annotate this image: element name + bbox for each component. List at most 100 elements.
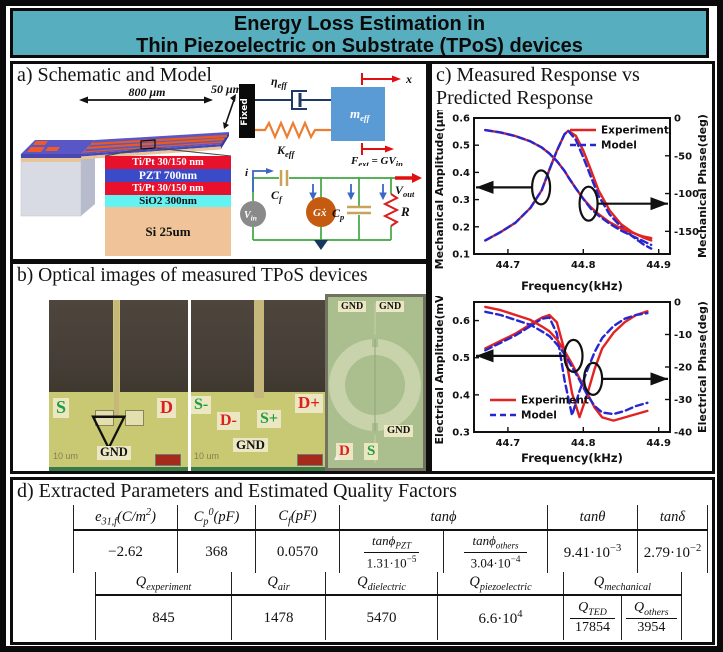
current-arrow — [252, 170, 268, 192]
series-phase-model — [484, 310, 649, 416]
layer-row: Ti/Pt 30/150 nm — [105, 156, 231, 169]
electrical-response-chart: 44.7 44.8 44.9 0.3 0.4 0.5 0.6 0 -10 -20 -30 -40 Ele… — [433, 296, 709, 465]
layer-row: PZT 700nm — [105, 169, 231, 182]
anchor-side — [81, 141, 95, 216]
gnd-label: GND — [376, 301, 405, 312]
optical-image-cantilever-2: S- D- S+ D+ GND 10 um — [191, 300, 331, 471]
value-cf: 0.0570 — [255, 530, 340, 573]
parameters-value-row: −2.62 368 0.0570 tanϕPZT 1.31·10−5 tanϕot… — [73, 530, 708, 573]
y-left-tick-label: 0.1 — [452, 250, 470, 261]
ground-symbol — [314, 240, 328, 250]
spring-label: Keff — [276, 143, 295, 159]
y-left-axis-title: Electrical Amplitude(mV) — [433, 296, 446, 445]
panel-optical-images: b) Optical images of measured TPoS devic… — [10, 261, 429, 474]
beam-stem — [114, 300, 119, 416]
y-left-tick-label: 0.4 — [452, 390, 470, 401]
x-label: x — [405, 72, 412, 86]
annotation-ellipse — [530, 169, 552, 206]
y-right-tick-label: -50 — [674, 151, 692, 162]
electrode-trace — [82, 141, 223, 153]
x-tick-label: 44.9 — [646, 438, 671, 449]
vout-label: Vout — [395, 183, 415, 199]
y-left-tick-label: 0.3 — [452, 428, 470, 439]
mass-label: meff — [350, 106, 371, 123]
value-q-others: Qothers 3954 — [621, 595, 682, 640]
header-e31f: e31,f(C/m2) — [73, 505, 178, 531]
y-right-tick-label: -20 — [674, 363, 692, 374]
scale-text: 10 um — [194, 451, 220, 461]
value-q-air: 1478 — [231, 595, 326, 640]
series-phase-model — [484, 128, 653, 247]
plot-box — [473, 117, 671, 255]
x-axis-title: Frequency(kHz) — [521, 279, 623, 293]
panel-c-heading-1: c) Measured Response vs — [436, 64, 640, 86]
header-q-mechanical: Qmechanical — [563, 572, 682, 596]
header-cp0: Cp0(pF) — [177, 505, 256, 531]
panel-extracted-parameters: d) Extracted Parameters and Estimated Qu… — [10, 477, 715, 645]
vin-label: Vin — [244, 210, 257, 223]
scale-bar — [155, 454, 181, 466]
source-pad-label: S — [53, 397, 70, 418]
x-tick-label: 44.7 — [496, 438, 521, 449]
disk-structure — [329, 303, 421, 463]
bond-pad — [33, 141, 48, 145]
x-tick-label: 44.7 — [496, 260, 521, 271]
y-left-tick-label: 0.5 — [452, 141, 470, 152]
anchor-front — [20, 153, 82, 217]
series-amplitude-experiment — [484, 310, 649, 419]
s-minus-label: S- — [191, 396, 212, 414]
lumped-model-diagram: Fixed ηeff Keff meff x Fext = GVin — [239, 72, 412, 166]
header-q-experiment: Qexperiment — [95, 572, 232, 596]
value-tanphi-others: tanϕothers 3.04·10−4 — [443, 530, 548, 573]
x-tick-label: 44.8 — [571, 260, 596, 271]
y-left-tick-label: 0.2 — [452, 222, 470, 233]
s-plus-label: S+ — [257, 410, 282, 428]
x-tick-label: 44.9 — [646, 260, 671, 271]
series-phase-experiment — [484, 305, 649, 422]
released-beam-region — [191, 300, 254, 392]
quality-factors-table: Qexperiment Qair Qdielectric Qpiezoelect… — [95, 572, 682, 640]
y-right-axis-title: Mechanical Phase(deg) — [696, 114, 709, 258]
bond-pad — [45, 147, 60, 151]
title-line-1: Energy Loss Estimation in — [233, 13, 486, 35]
d-minus-label: D- — [217, 412, 240, 430]
value-q-dielectric: 5470 — [325, 595, 438, 640]
q-value-row: 845 1478 5470 6.6·104 QTED 17854 Qothers 3… — [95, 595, 682, 640]
series-amplitude-model — [484, 311, 649, 417]
i-label: i — [245, 167, 249, 179]
parameters-table: e31,f(C/m2) Cp0(pF) Cf(pF) tanϕ tanθ tan… — [73, 505, 708, 573]
drain-pad-label: D — [157, 397, 176, 418]
beam-stem — [254, 300, 264, 398]
legend-label: Model — [601, 140, 637, 152]
panel-c-heading-2: Predicted Response — [436, 87, 594, 109]
mass-block — [331, 87, 385, 141]
vin-source — [240, 201, 266, 227]
title-bar: Energy Loss Estimation in Thin Piezoelec… — [10, 8, 709, 58]
spring — [255, 120, 331, 140]
cf-label: Cf — [271, 188, 283, 204]
y-right-tick-label: -40 — [674, 428, 692, 439]
fixed-label: Fixed — [240, 98, 250, 126]
force-label: Fext = GVin — [350, 155, 403, 166]
title-line-2: Thin Piezoelectric on Substrate (TPoS) d… — [136, 35, 583, 57]
gnd-label: GND — [338, 301, 367, 312]
r-label: R — [400, 204, 410, 219]
drain-label: D — [336, 443, 353, 460]
damper-cylinder — [291, 90, 307, 110]
triangle-annotation: ▽ — [91, 402, 127, 456]
y-right-axis-title: Electrical Phase(deg) — [696, 301, 709, 433]
width-dim-arrow — [224, 96, 236, 127]
released-beam-region — [49, 300, 113, 392]
panel-a-heading: a) Schematic and Model — [17, 64, 212, 86]
gnd-label: GND — [97, 445, 131, 460]
value-cp0: 368 — [177, 530, 256, 573]
layer-row: Ti/Pt 30/150 nm — [105, 182, 231, 195]
d-plus-label: D+ — [295, 393, 323, 413]
gnd-label: GND — [233, 437, 268, 453]
value-tantheta: 9.41·10−3 — [547, 530, 638, 573]
scale-text: 10 um — [53, 451, 79, 461]
source-label: S — [364, 443, 379, 460]
equivalent-circuit-diagram: Cf i Vin Gẋ Cp R — [240, 167, 422, 250]
header-tandelta: tanδ — [637, 505, 708, 531]
header-q-piezoelectric: Qpiezoelectric — [437, 572, 564, 596]
